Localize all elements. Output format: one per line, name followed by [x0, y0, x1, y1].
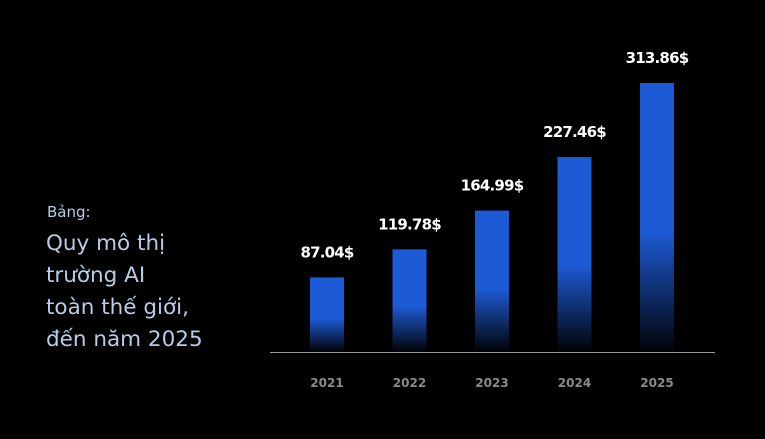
title-line: trường AI — [46, 263, 146, 288]
title-line: toàn thế giới, — [46, 295, 189, 320]
title-line: đến năm 2025 — [46, 327, 203, 352]
x-tick-label: 2025 — [640, 376, 673, 390]
bar-2024 — [557, 157, 592, 352]
x-tick-label: 2022 — [393, 376, 426, 390]
x-tick-label: 2021 — [310, 376, 343, 390]
data-label: 164.99$ — [461, 177, 524, 195]
bar-2025 — [640, 83, 674, 352]
data-label: 313.86$ — [626, 49, 689, 67]
title-line: Quy mô thị — [46, 231, 166, 256]
data-label: 119.78$ — [378, 215, 441, 233]
bar-2023 — [475, 210, 509, 352]
data-label: 227.46$ — [543, 123, 606, 141]
x-tick-label: 2024 — [558, 376, 591, 390]
chart-title: Quy mô thị trường AI toàn thế giới, đến … — [46, 228, 246, 356]
data-label: 87.04$ — [300, 243, 353, 261]
x-tick-label: 2023 — [475, 376, 508, 390]
bar-2022 — [392, 249, 427, 352]
chart-caption: Bảng: — [47, 203, 91, 221]
bar-2021 — [310, 277, 344, 352]
